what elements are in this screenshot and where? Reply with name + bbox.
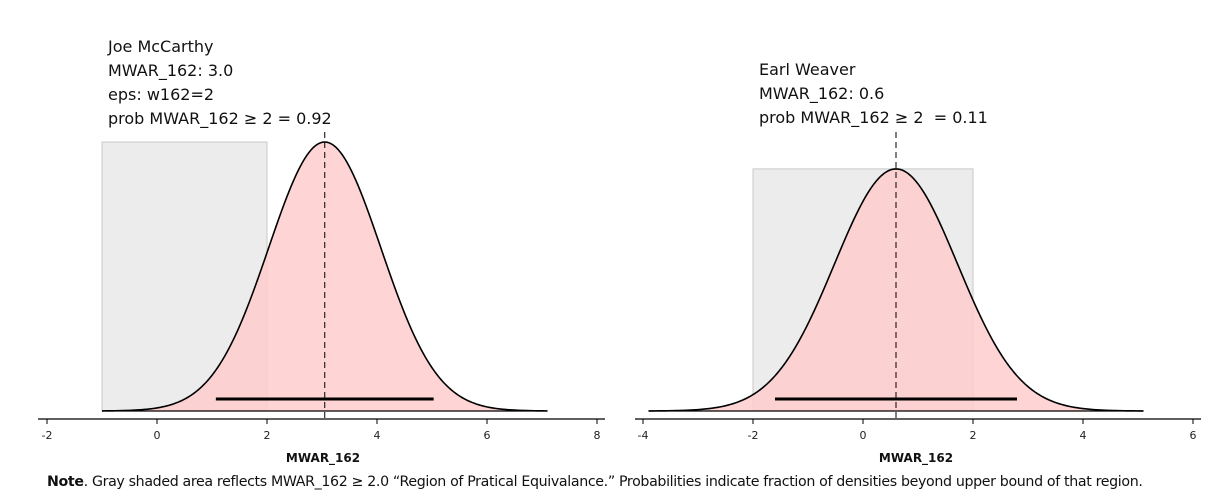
- probability-value: prob MWAR_162 ≥ 2 = 0.11: [759, 108, 988, 127]
- x-tick-label: -2: [42, 429, 53, 442]
- annotation-joe-mccarthy: Joe McCarthy MWAR_162: 3.0 eps: w162=2 p…: [108, 35, 332, 131]
- x-tick-label: -4: [638, 429, 649, 442]
- chart-panel-earl-weaver: -4 -2 0 2 4 6 MWAR_162: [635, 132, 1201, 466]
- note-text: . Gray shaded area reflects MWAR_162 ≥ 2…: [83, 474, 1143, 490]
- density-curve: [648, 168, 1144, 412]
- x-tick-label: 4: [1080, 429, 1087, 442]
- x-tick-label: 2: [970, 429, 977, 442]
- annotation-earl-weaver: Earl Weaver MWAR_162: 0.6 prob MWAR_162 …: [759, 58, 988, 130]
- x-axis-title: MWAR_162: [286, 451, 360, 466]
- x-tick-label: 0: [860, 429, 867, 442]
- mwar-value: MWAR_162: 3.0: [108, 61, 234, 80]
- x-axis-title: MWAR_162: [879, 451, 953, 466]
- note-label: Note: [47, 474, 84, 490]
- x-tick-label: 6: [1190, 429, 1197, 442]
- eps-value: eps: w162=2: [108, 85, 215, 104]
- x-tick-label: 6: [484, 429, 491, 442]
- x-tick-label: 2: [264, 429, 271, 442]
- player-name: Joe McCarthy: [108, 37, 214, 56]
- figure-note: Note. Gray shaded area reflects MWAR_162…: [47, 474, 1143, 490]
- player-name: Earl Weaver: [759, 60, 856, 79]
- mwar-value: MWAR_162: 0.6: [759, 84, 885, 103]
- chart-panel-joe-mccarthy: -2 0 2 4 6 8 MWAR_162: [38, 132, 605, 466]
- x-tick-label: -2: [748, 429, 759, 442]
- density-area: [648, 168, 1144, 411]
- probability-value: prob MWAR_162 ≥ 2 = 0.92: [108, 109, 332, 128]
- x-tick-label: 4: [374, 429, 381, 442]
- x-tick-label: 0: [154, 429, 161, 442]
- x-tick-label: 8: [594, 429, 601, 442]
